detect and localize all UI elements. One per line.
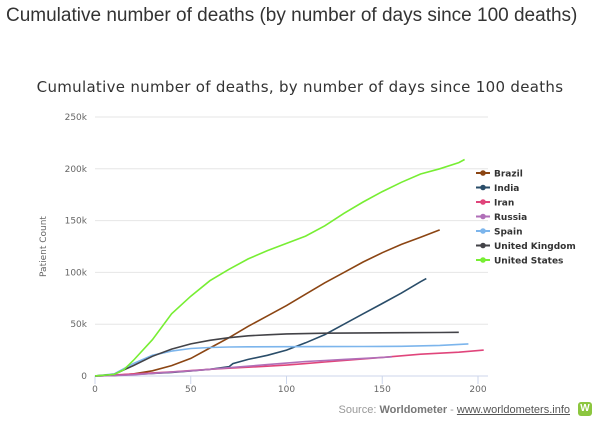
series-line-united-kingdom [94,331,459,377]
x-tick-label: 150 [374,385,391,395]
page-heading: Cumulative number of deaths (by number o… [6,5,578,26]
y-tick-label: 50k [70,320,87,330]
legend-marker-icon [480,199,486,205]
x-tick-label: 50 [185,385,197,395]
source-label: Source: [338,404,377,416]
legend-marker-icon [480,170,486,176]
y-tick-label: 200k [65,165,88,175]
y-tick-label: 250k [65,113,88,123]
series-line-india [94,277,427,377]
x-tick-label: 100 [278,385,295,395]
source-name: Worldometer [379,404,448,416]
legend-marker-icon [480,242,486,249]
x-tick-label: 200 [469,385,486,395]
series-line-spain [94,343,469,377]
y-axis-label: Patient Count [39,216,49,277]
source-link[interactable]: www.worldometers.info [456,404,570,416]
legend-item: United States [494,257,563,267]
legend-item: India [494,184,519,194]
legend-item: United Kingdom [494,242,576,252]
legend-item: Spain [494,228,523,238]
series-line-united-states [94,158,465,377]
chart-title: Cumulative number of deaths, by number o… [36,78,564,96]
worldometer-logo-icon: W [578,402,592,416]
series-line-brazil [94,229,440,377]
legend-marker-icon [480,184,486,191]
x-tick-label: 0 [92,385,98,395]
source-credit: Source: Worldometer - www.worldometers.i… [338,404,570,416]
y-tick-label: 100k [65,268,88,278]
source-sep: - [450,404,454,416]
legend-item: Russia [494,213,527,223]
legend-item: Iran [494,199,514,209]
legend-marker-icon [480,257,486,263]
y-tick-label: 0 [81,372,87,382]
legend-item: Brazil [494,170,523,180]
series-line-russia [94,356,392,377]
y-tick-label: 150k [65,217,88,227]
legend-marker-icon [480,213,486,220]
legend-marker-icon [480,228,486,234]
